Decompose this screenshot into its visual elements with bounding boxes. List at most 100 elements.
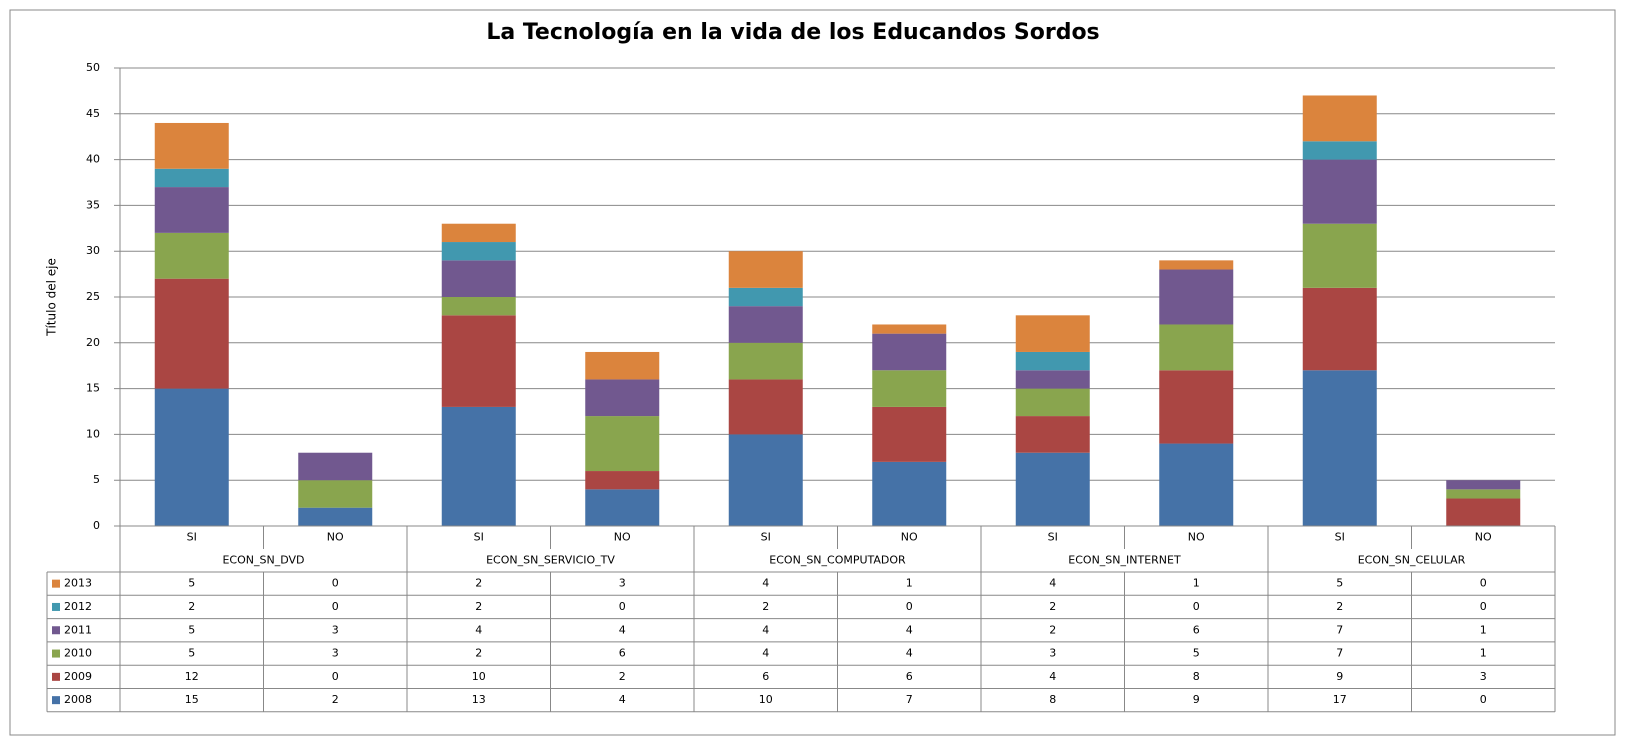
table-value: 3 xyxy=(332,647,339,660)
bar-segment xyxy=(441,242,516,261)
bar-segment xyxy=(1446,498,1521,526)
bar-segment xyxy=(872,370,947,407)
chart-title: La Tecnología en la vida de los Educando… xyxy=(486,20,1099,45)
bar-segment xyxy=(441,297,516,316)
x-tick-label: NO xyxy=(614,531,631,544)
bar-segment xyxy=(585,471,660,490)
x-tick-label: SI xyxy=(1048,531,1058,544)
table-value: 3 xyxy=(332,623,339,636)
bar-segment xyxy=(1302,370,1377,526)
table-value: 13 xyxy=(472,693,486,706)
y-tick-label: 50 xyxy=(86,61,100,74)
bar-segment xyxy=(298,452,373,481)
bar-segment xyxy=(872,324,947,334)
table-value: 5 xyxy=(188,647,195,660)
table-value: 0 xyxy=(1480,693,1487,706)
table-value: 2 xyxy=(188,600,195,613)
x-tick-label: SI xyxy=(761,531,771,544)
group-label: ECON_SN_INTERNET xyxy=(1068,554,1181,567)
bar-segment xyxy=(1302,223,1377,288)
bar-segment xyxy=(441,315,516,407)
table-value: 6 xyxy=(1193,623,1200,636)
table-value: 4 xyxy=(906,623,913,636)
table-value: 6 xyxy=(762,670,769,683)
table-value: 9 xyxy=(1193,693,1200,706)
bar-segment xyxy=(441,260,516,297)
x-tick-label: NO xyxy=(901,531,918,544)
table-value: 2 xyxy=(1336,600,1343,613)
x-tick-label: SI xyxy=(1335,531,1345,544)
bar-segment xyxy=(1015,351,1090,371)
bar-segment xyxy=(585,489,660,526)
table-value: 5 xyxy=(1336,577,1343,590)
table-value: 5 xyxy=(188,623,195,636)
bar-segment xyxy=(1015,370,1090,389)
bar-segment xyxy=(728,379,803,435)
table-value: 1 xyxy=(1480,647,1487,660)
group-label: ECON_SN_DVD xyxy=(222,554,304,567)
table-value: 4 xyxy=(619,693,626,706)
legend-swatch xyxy=(52,696,60,705)
table-value: 4 xyxy=(762,647,769,660)
bar-segment xyxy=(1159,443,1234,526)
bar-segment xyxy=(728,306,803,343)
table-value: 0 xyxy=(332,577,339,590)
table-value: 4 xyxy=(1049,670,1056,683)
table-value: 4 xyxy=(762,577,769,590)
bar-segment xyxy=(298,507,373,526)
table-value: 1 xyxy=(906,577,913,590)
table-value: 0 xyxy=(332,670,339,683)
legend-label: 2011 xyxy=(64,623,92,636)
table-value: 0 xyxy=(1480,600,1487,613)
legend-swatch xyxy=(52,602,60,611)
legend-label: 2012 xyxy=(64,600,92,613)
table-value: 15 xyxy=(185,693,199,706)
table-value: 5 xyxy=(1193,647,1200,660)
table-value: 4 xyxy=(1049,577,1056,590)
bar-segment xyxy=(1015,315,1090,352)
y-tick-label: 20 xyxy=(86,336,100,349)
x-tick-label: NO xyxy=(327,531,344,544)
legend-label: 2008 xyxy=(64,693,92,706)
group-label: ECON_SN_COMPUTADOR xyxy=(769,554,906,567)
bar-segment xyxy=(1446,489,1521,499)
bar-segment xyxy=(154,122,229,169)
y-tick-label: 30 xyxy=(86,244,100,257)
bar-segment xyxy=(1446,480,1521,490)
bar-segment xyxy=(728,434,803,526)
legend-swatch xyxy=(52,579,60,588)
bar-segment xyxy=(585,379,660,417)
table-value: 10 xyxy=(759,693,773,706)
table-value: 10 xyxy=(472,670,486,683)
x-tick-label: SI xyxy=(474,531,484,544)
table-value: 4 xyxy=(906,647,913,660)
table-value: 9 xyxy=(1336,670,1343,683)
table-value: 0 xyxy=(906,600,913,613)
table-value: 3 xyxy=(619,577,626,590)
x-tick-label: SI xyxy=(187,531,197,544)
table-value: 8 xyxy=(1193,670,1200,683)
y-tick-label: 15 xyxy=(86,382,100,395)
bar-segment xyxy=(1015,416,1090,453)
y-axis-title: Título del eje xyxy=(45,258,59,337)
bar-segment xyxy=(154,388,229,526)
table-value: 4 xyxy=(619,623,626,636)
table-value: 6 xyxy=(906,670,913,683)
y-tick-label: 45 xyxy=(86,107,100,120)
bar-segment xyxy=(1159,370,1234,444)
x-tick-label: NO xyxy=(1188,531,1205,544)
group-label: ECON_SN_SERVICIO_TV xyxy=(486,554,615,567)
group-label: ECON_SN_CELULAR xyxy=(1358,554,1466,567)
bar-segment xyxy=(441,223,516,243)
bar-segment xyxy=(872,461,947,526)
bar-segment xyxy=(1302,141,1377,160)
bar-segment xyxy=(872,406,947,462)
y-tick-label: 0 xyxy=(93,519,100,532)
table-value: 2 xyxy=(1049,600,1056,613)
table-value: 7 xyxy=(1336,623,1343,636)
bar-segment xyxy=(298,480,373,508)
table-value: 4 xyxy=(762,623,769,636)
bar-segment xyxy=(1302,287,1377,371)
bar-segment xyxy=(1159,260,1234,270)
